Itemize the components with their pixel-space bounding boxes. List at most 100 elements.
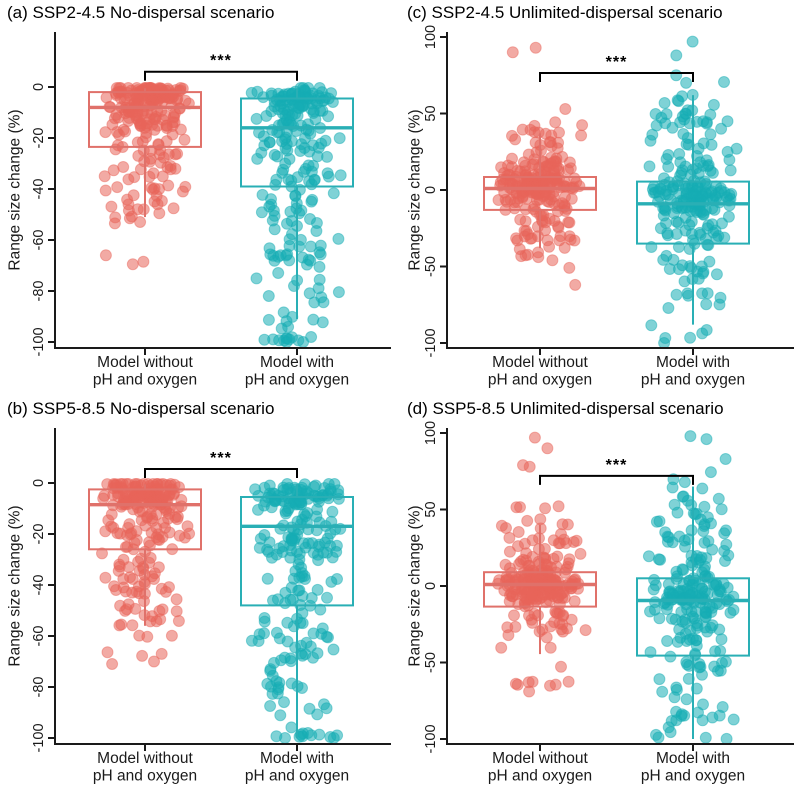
data-point (681, 132, 694, 144)
data-point (101, 646, 114, 659)
data-point (672, 216, 685, 229)
data-point (513, 243, 526, 256)
data-point (133, 564, 146, 577)
data-point (671, 635, 684, 648)
data-point (317, 546, 330, 559)
data-point (560, 563, 573, 576)
y-tick-label: -20 (31, 128, 47, 149)
data-point (546, 254, 559, 267)
data-point (503, 545, 516, 558)
data-point (285, 215, 298, 227)
data-point (552, 221, 565, 234)
data-point (332, 488, 345, 501)
panel-c: (c) SSP2-4.5 Unlimited-dispersal scenari… (400, 0, 800, 396)
data-point (707, 98, 720, 111)
boxplot-salmon (88, 484, 202, 626)
data-point (270, 675, 283, 688)
data-point (680, 76, 693, 89)
data-point (157, 516, 170, 529)
data-point (644, 134, 657, 147)
data-point (551, 550, 564, 563)
boxplot-teal (240, 484, 354, 738)
data-point (704, 128, 717, 141)
data-point (697, 208, 710, 220)
data-point (178, 531, 191, 544)
data-point (721, 115, 734, 128)
y-tick-label: -100 (31, 723, 47, 752)
data-point (702, 159, 715, 171)
data-point (727, 713, 740, 726)
data-point (699, 606, 712, 619)
data-point (568, 234, 581, 247)
data-point (332, 232, 345, 245)
data-point (650, 119, 663, 132)
data-point (313, 273, 326, 286)
data-point (679, 224, 692, 237)
data-point (720, 524, 732, 537)
data-point (119, 585, 132, 598)
data-point (169, 511, 182, 524)
data-point (561, 622, 573, 635)
data-point (262, 545, 275, 558)
boxplot-teal (636, 95, 750, 325)
x-category-line: Model with (656, 750, 730, 767)
y-axis-title: Range size change (%) (407, 109, 424, 270)
data-point (727, 604, 740, 616)
data-point (255, 206, 268, 219)
data-point (270, 93, 283, 106)
jitter-points-layer (98, 82, 347, 348)
x-category-line: Model with (260, 750, 334, 767)
data-point (668, 207, 680, 220)
data-point (320, 702, 333, 715)
data-point (261, 572, 274, 585)
data-point (501, 621, 514, 634)
data-point (292, 584, 305, 597)
box-iqr (88, 91, 202, 148)
data-point (134, 216, 147, 228)
data-point (514, 501, 526, 514)
data-point (330, 545, 343, 558)
y-tick-label: 0 (31, 479, 47, 487)
data-point (684, 430, 697, 443)
data-point (334, 169, 347, 182)
data-point (552, 500, 565, 513)
data-point (704, 466, 717, 479)
data-point (155, 582, 168, 595)
data-point (328, 478, 341, 490)
data-point (333, 132, 346, 145)
data-point (156, 603, 169, 616)
panel-d: (d) SSP5-8.5 Unlimited-dispersal scenari… (400, 396, 800, 793)
axes (54, 32, 391, 349)
data-point (264, 700, 277, 712)
data-point (576, 119, 589, 132)
data-point (540, 631, 553, 644)
data-point (326, 505, 339, 518)
data-point (308, 480, 320, 493)
data-point (271, 150, 284, 163)
data-point (140, 127, 153, 140)
data-point (292, 101, 305, 114)
significance-bracket (144, 467, 298, 478)
axes (54, 428, 391, 745)
data-point (661, 635, 674, 647)
x-category-line: Model without (97, 750, 193, 767)
data-point (112, 139, 124, 152)
data-point (503, 595, 516, 608)
data-point (136, 649, 149, 662)
y-axis-title: Range size change (%) (407, 505, 424, 666)
y-tick-label: -50 (423, 256, 439, 277)
x-category-line: Model without (492, 750, 588, 767)
box-iqr (483, 176, 597, 211)
data-point (96, 547, 108, 560)
data-point (155, 647, 168, 660)
data-point (670, 69, 683, 82)
data-point (293, 240, 306, 253)
data-point (701, 222, 714, 235)
data-point (106, 118, 119, 131)
data-point (526, 550, 539, 563)
data-point (254, 532, 267, 545)
data-point (696, 267, 709, 280)
data-point (98, 170, 111, 183)
